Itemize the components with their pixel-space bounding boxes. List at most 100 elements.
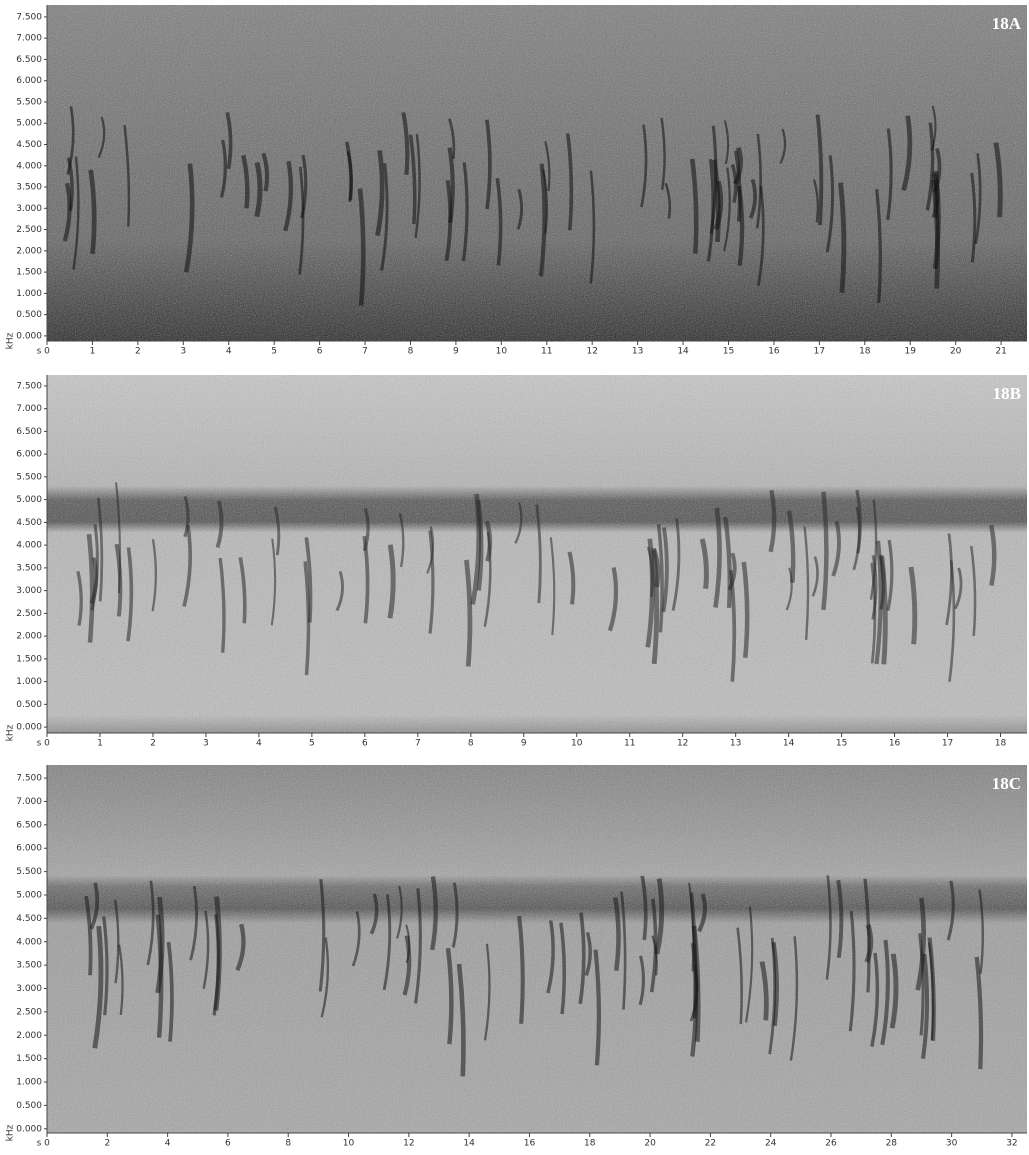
song-stroke: [757, 185, 765, 286]
x-tick-label: 2: [150, 739, 156, 749]
song-stroke: [428, 530, 435, 634]
x-tick-label: 14: [677, 347, 689, 357]
song-stroke: [514, 502, 523, 544]
song-stroke: [542, 169, 548, 234]
x-tick-label: 3: [203, 739, 209, 749]
x-axis-label: s: [37, 1139, 42, 1149]
song-stroke: [405, 924, 411, 964]
song-stroke: [398, 512, 405, 568]
song-stroke: [699, 538, 709, 590]
song-stroke: [875, 189, 882, 304]
song-stroke: [688, 882, 695, 972]
song-stroke: [689, 158, 699, 254]
x-tick-label: 10: [496, 347, 508, 357]
song-stroke: [102, 916, 109, 1016]
spectrogram-panel: 0.000 0.500 1.000 1.500 2.000 2.500 3.000 3.500…: [6, 5, 1027, 357]
song-stroke: [736, 185, 745, 266]
song-stroke: [151, 538, 157, 612]
song-stroke: [993, 142, 1003, 218]
y-tick-label: 2.500: [16, 609, 42, 619]
y-tick-label: 1.500: [16, 268, 42, 278]
song-stroke: [932, 170, 941, 270]
y-tick-label: 3.000: [16, 984, 42, 994]
x-tick-label: 18: [995, 739, 1007, 749]
song-stroke: [870, 562, 877, 664]
song-stroke: [748, 178, 757, 219]
song-stroke: [613, 897, 621, 972]
song-stroke: [202, 910, 210, 989]
y-tick-label: 0.500: [16, 310, 42, 320]
song-stroke: [755, 133, 762, 229]
song-stroke: [183, 495, 190, 538]
song-stroke: [988, 524, 997, 587]
song-stroke: [723, 167, 731, 252]
song-stroke: [945, 533, 953, 626]
song-stroke: [974, 956, 984, 1070]
x-tick-label: 32: [1006, 1139, 1017, 1149]
y-tick-label: 0.000: [16, 723, 42, 733]
song-stroke: [516, 188, 524, 230]
song-stroke: [485, 119, 492, 210]
song-stroke: [697, 893, 707, 933]
song-stroke: [155, 896, 165, 994]
song-stroke: [848, 910, 856, 1032]
y-tick-label: 0.500: [16, 700, 42, 710]
song-stroke: [451, 882, 459, 948]
song-stroke: [382, 894, 392, 991]
song-stroke: [182, 524, 193, 607]
y-tick-label: 6.500: [16, 820, 42, 830]
song-stroke: [825, 875, 832, 980]
y-tick-label: 7.000: [16, 797, 42, 807]
x-tick-label: 9: [521, 739, 527, 749]
song-stroke: [62, 182, 72, 242]
x-tick-label: 24: [765, 1139, 777, 1149]
x-tick-label: 14: [463, 1139, 475, 1149]
song-stroke: [215, 500, 224, 549]
song-stroke: [261, 152, 270, 192]
y-tick-label: 1.000: [16, 1078, 42, 1088]
song-stroke: [396, 885, 403, 939]
x-tick-label: 4: [165, 1139, 171, 1149]
song-stroke: [946, 880, 955, 941]
song-stroke: [831, 520, 841, 577]
x-axis-label: s: [37, 347, 42, 357]
x-tick-label: 8: [408, 347, 414, 357]
song-stroke: [925, 122, 935, 211]
x-tick-label: 20: [644, 1139, 656, 1149]
song-stroke: [920, 953, 930, 1059]
song-stroke: [880, 939, 890, 1046]
song-stroke: [660, 117, 666, 191]
y-tick-label: 0.500: [16, 1101, 42, 1111]
song-stroke: [741, 561, 750, 658]
song-stroke: [495, 178, 503, 266]
song-stroke: [387, 544, 396, 619]
y-tick-label: 6.000: [16, 76, 42, 86]
y-tick-label: 0.000: [16, 1124, 42, 1134]
panel-label: 18B: [993, 384, 1021, 403]
y-tick-label: 6.500: [16, 427, 42, 437]
x-tick-label: 17: [942, 739, 953, 749]
song-stroke: [559, 922, 566, 1015]
y-tick-label: 7.000: [16, 404, 42, 414]
song-stroke: [346, 150, 353, 203]
song-stroke: [189, 885, 198, 961]
song-stroke: [874, 540, 883, 665]
song-stroke: [126, 547, 134, 642]
song-stroke: [812, 179, 819, 223]
song-stroke: [689, 965, 699, 1022]
song-stroke: [838, 182, 847, 293]
song-stroke: [304, 537, 313, 623]
song-stroke: [620, 891, 627, 1010]
x-tick-label: 7: [362, 347, 368, 357]
song-stroke: [318, 879, 326, 992]
song-stroke: [166, 941, 174, 1042]
y-tick-label: 6.000: [16, 450, 42, 460]
x-tick-label: 10: [343, 1139, 355, 1149]
x-tick-label: 16: [524, 1139, 536, 1149]
x-tick-label: 19: [905, 347, 917, 357]
song-stroke: [72, 156, 80, 270]
song-stroke: [974, 153, 982, 245]
y-tick-label: 3.500: [16, 183, 42, 193]
song-stroke: [535, 504, 542, 604]
y-tick-label: 0.000: [16, 331, 42, 341]
